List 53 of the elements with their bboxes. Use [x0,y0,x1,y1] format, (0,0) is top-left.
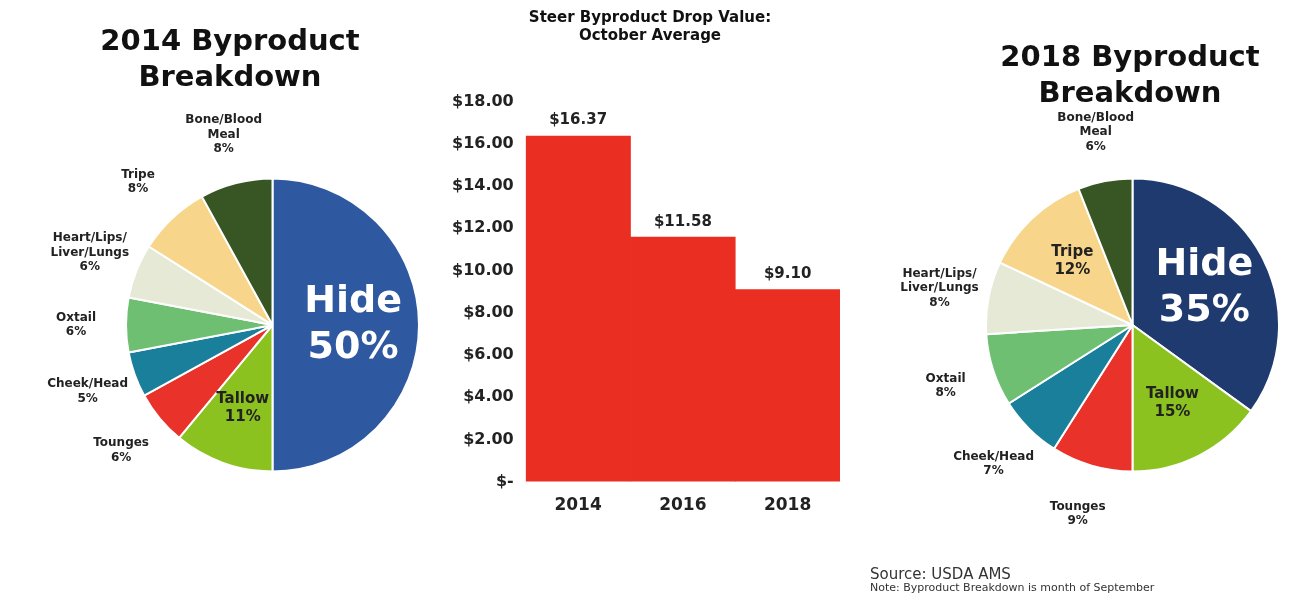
slice-label: Cheek/Head [47,376,129,391]
slice-label: Bone/Blood Meal [185,112,263,141]
data-label: 50% [307,322,399,367]
slice-label: Heart/Lips/Liver/Lungs [50,230,130,259]
data-label: 6% [1085,138,1106,153]
data-label: 6% [110,449,132,464]
data-label: 8% [213,141,234,156]
data-label: $16.37 [549,110,608,129]
slice-label: Hide [1155,240,1254,285]
y-tick-label: $4.00 [463,386,514,406]
slice-label: Oxtail [55,309,97,324]
slice-label: Bone/Blood Meal [1057,109,1135,139]
y-tick-label: $2.00 [463,428,514,448]
data-label: 8% [935,385,956,400]
chart-title: 2014 Byproduct Breakdown [99,22,361,94]
y-tick-label: $6.00 [463,344,514,364]
data-label: 9% [1067,513,1088,528]
y-tick-label: $12.00 [451,217,514,237]
slice-label: Tounges [93,435,149,450]
data-label: $11.58 [653,211,712,230]
chart-title: Steer Byproduct Drop Value: October Average [527,8,773,44]
data-label: 5% [77,390,98,405]
data-label: 8% [929,294,950,309]
y-tick-label: $- [495,470,514,490]
slice-label: Tallow [1145,384,1199,403]
data-label: 6% [65,324,87,339]
x-tick-label: 2018 [763,494,812,515]
data-label: 8% [127,181,149,196]
slice-label: Cheek/Head [953,448,1034,463]
data-label: 7% [983,463,1004,478]
slice-label: Tripe [1051,241,1094,260]
slice-label: Tallow [216,388,270,407]
data-label: 35% [1158,286,1250,331]
source-note: Source: USDA AMS [870,565,1012,583]
slice-label: Heart/Lips/Liver/Lungs [900,265,979,295]
data-label: 15% [1154,402,1191,421]
x-tick-label: 2014 [554,494,602,515]
slice-label: Tripe [121,166,155,181]
chart-title: 2018 Byproduct Breakdown [999,38,1261,110]
y-tick-label: $14.00 [451,175,514,195]
data-label: 6% [79,259,100,274]
data-label: $9.10 [763,263,812,282]
y-tick-label: $16.00 [451,132,514,152]
x-tick-label: 2016 [659,494,707,515]
slice-label: Hide [304,277,402,322]
y-tick-label: $18.00 [451,90,514,110]
slice-label: Oxtail [925,370,966,385]
data-label: 12% [1054,259,1091,278]
y-tick-label: $10.00 [451,259,514,279]
y-tick-label: $8.00 [463,301,514,321]
data-label: 11% [224,406,261,425]
text: Note: Byproduct Breakdown is month of September [870,581,1155,594]
slice-label: Tounges [1049,498,1106,513]
